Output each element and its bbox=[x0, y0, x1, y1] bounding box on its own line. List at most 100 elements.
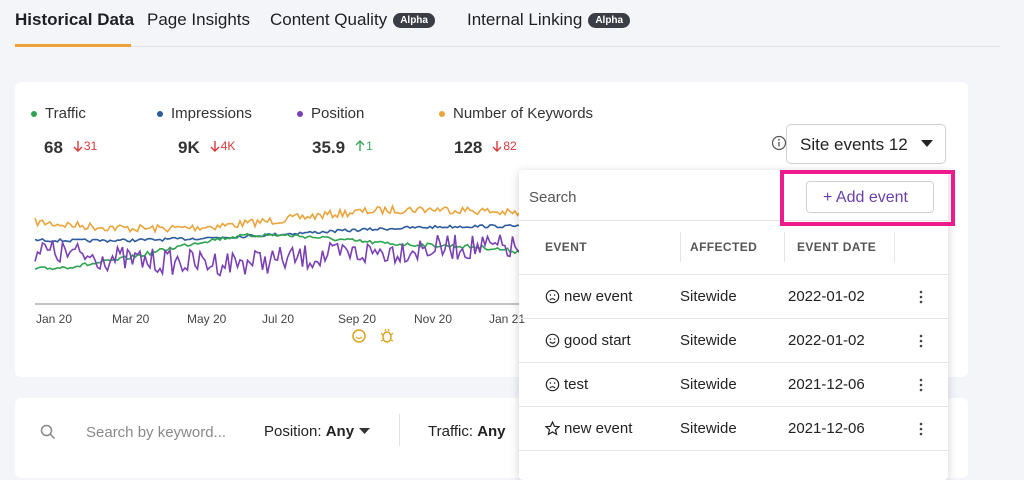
tab-label: Content Quality bbox=[270, 10, 388, 29]
event-name: good start bbox=[564, 332, 631, 349]
position-filter[interactable]: Position: Any bbox=[264, 423, 354, 440]
row-menu[interactable] bbox=[919, 378, 923, 392]
caret bbox=[359, 428, 370, 434]
tab[interactable]: Content Quality Alpha bbox=[270, 10, 435, 30]
tab[interactable]: Page Insights bbox=[147, 10, 251, 29]
events-search[interactable]: Search bbox=[529, 189, 577, 206]
metric-change: 1 bbox=[366, 139, 373, 153]
arrow bbox=[355, 140, 365, 151]
metric-value: 35.9 bbox=[312, 138, 346, 157]
site-events-button[interactable]: Site events 12 bbox=[786, 124, 946, 164]
active-tab-underline bbox=[15, 44, 131, 47]
event-name: test bbox=[564, 376, 589, 393]
filter-label: Traffic: bbox=[428, 423, 474, 440]
row-separator bbox=[519, 318, 948, 319]
face bbox=[545, 333, 560, 348]
page: Historical Data {"tabs": [ {"label": "Hi… bbox=[15, 10, 1000, 480]
menu-dot bbox=[919, 334, 923, 338]
trend-line bbox=[34, 203, 521, 234]
change-arrow bbox=[492, 141, 502, 152]
info-icon[interactable] bbox=[771, 135, 787, 151]
row-separator bbox=[519, 274, 948, 275]
eye bbox=[549, 382, 552, 384]
x-axis-label: Jul 20 bbox=[262, 312, 295, 326]
panel-divider bbox=[519, 220, 948, 221]
menu-dot bbox=[919, 388, 923, 392]
menu-dot bbox=[919, 432, 923, 436]
badge: Alpha bbox=[393, 13, 435, 28]
search-icon bbox=[40, 424, 56, 440]
filter-divider bbox=[399, 414, 400, 446]
badge: Alpha bbox=[588, 13, 631, 28]
x-axis-label: May 20 bbox=[187, 312, 227, 326]
traffic-filter[interactable]: Traffic: Any bbox=[428, 423, 506, 440]
arrow bbox=[492, 141, 502, 152]
menu-dot bbox=[919, 427, 923, 431]
trend-line bbox=[34, 234, 521, 277]
tab[interactable]: Internal Linking Alpha bbox=[467, 10, 631, 30]
filter-value: Any bbox=[325, 423, 355, 440]
metric-dot bbox=[439, 111, 445, 117]
event-icon bbox=[545, 377, 560, 392]
column-header: EVENT bbox=[545, 240, 588, 254]
arrow bbox=[210, 141, 220, 152]
menu-dot bbox=[919, 344, 923, 348]
metric-change: 82 bbox=[503, 139, 517, 153]
x-axis-label: Sep 20 bbox=[338, 312, 377, 326]
event-smile-marker[interactable] bbox=[352, 329, 366, 343]
row-menu[interactable] bbox=[919, 334, 923, 348]
tab[interactable]: Historical Data bbox=[15, 10, 135, 29]
keyword-search[interactable]: Search by keyword... bbox=[86, 424, 227, 441]
row-separator bbox=[519, 406, 948, 407]
highlight-box bbox=[780, 170, 955, 226]
button-label: Site events 12 bbox=[800, 135, 908, 155]
button-label: + Add event bbox=[823, 189, 908, 206]
arrow bbox=[73, 141, 83, 152]
label: Site events bbox=[800, 135, 885, 154]
row-separator bbox=[519, 362, 948, 363]
mouth bbox=[549, 386, 556, 389]
filter-label: Position: bbox=[264, 423, 322, 440]
event-icon bbox=[545, 421, 560, 436]
change-arrow bbox=[210, 141, 220, 152]
column-divider bbox=[784, 232, 785, 262]
tab-divider bbox=[15, 46, 1000, 47]
menu-dot bbox=[919, 300, 923, 304]
mouth bbox=[549, 298, 556, 301]
menu-dot bbox=[919, 422, 923, 426]
eye bbox=[553, 382, 556, 384]
change-arrow bbox=[355, 140, 365, 151]
metric-dot bbox=[157, 111, 163, 117]
column-divider bbox=[894, 232, 895, 262]
eye bbox=[553, 338, 556, 340]
metric-change: 4K bbox=[220, 139, 236, 153]
caret bbox=[921, 140, 933, 147]
menu-dot bbox=[919, 383, 923, 387]
menu-dot bbox=[919, 339, 923, 343]
metric-name: Position bbox=[311, 105, 365, 122]
eye bbox=[549, 294, 552, 296]
metric-dot bbox=[31, 111, 37, 117]
event-affected: Sitewide bbox=[680, 376, 737, 393]
metric-name: Impressions bbox=[171, 105, 252, 122]
row-menu[interactable] bbox=[919, 422, 923, 436]
metric-value: 128 bbox=[454, 138, 483, 157]
eye bbox=[549, 338, 552, 340]
row-menu[interactable] bbox=[919, 290, 923, 304]
metric-value: 9K bbox=[178, 138, 200, 157]
metric-name: Number of Keywords bbox=[453, 105, 594, 122]
event-affected: Sitewide bbox=[680, 288, 737, 305]
x-axis-label: Jan 20 bbox=[36, 312, 73, 326]
event-icon bbox=[545, 333, 560, 348]
event-affected: Sitewide bbox=[680, 420, 737, 437]
mouth bbox=[549, 341, 556, 344]
x-axis-label: Jan 21 bbox=[489, 312, 526, 326]
add-event-button[interactable]: + Add event bbox=[806, 181, 934, 213]
metric-value: 68 bbox=[44, 138, 63, 157]
metric-dot bbox=[297, 111, 303, 117]
metric-change: 31 bbox=[83, 139, 98, 153]
eye bbox=[553, 294, 556, 296]
event-bug-marker[interactable] bbox=[380, 328, 394, 343]
event-affected: Sitewide bbox=[680, 332, 737, 349]
face bbox=[545, 377, 560, 392]
